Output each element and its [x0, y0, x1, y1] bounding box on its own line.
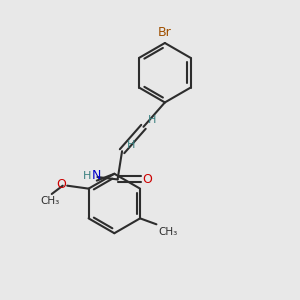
Text: H: H	[148, 115, 157, 125]
Text: O: O	[56, 178, 66, 191]
Text: CH₃: CH₃	[159, 227, 178, 237]
Text: CH₃: CH₃	[40, 196, 60, 206]
Text: H: H	[127, 140, 135, 150]
Text: H: H	[83, 171, 92, 181]
Text: O: O	[142, 173, 152, 186]
Text: N: N	[92, 169, 101, 182]
Text: Br: Br	[158, 26, 172, 39]
